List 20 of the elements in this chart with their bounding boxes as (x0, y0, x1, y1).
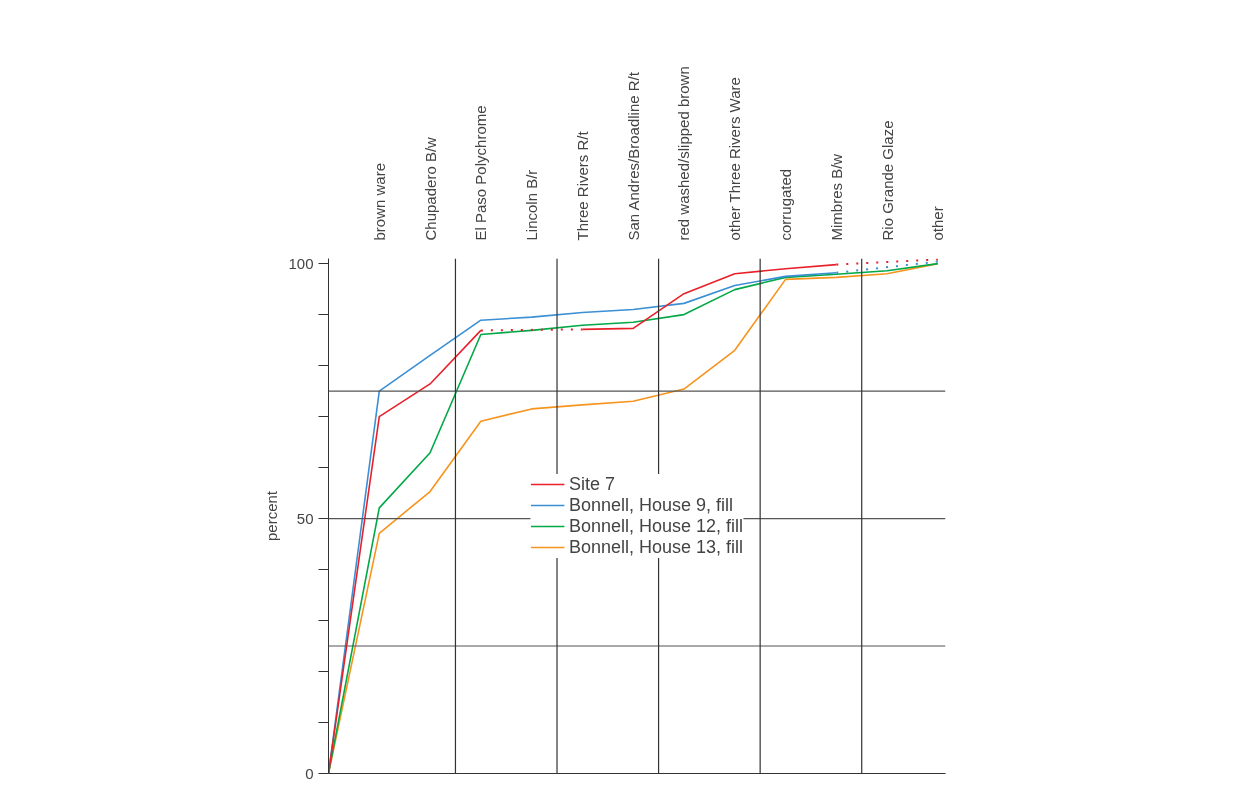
y-tick-label: 100 (288, 254, 314, 272)
x-tick-label: Three Rivers R/t (573, 130, 591, 241)
x-tick-label: Mimbres B/w (827, 153, 845, 241)
y-tick-label: 0 (305, 764, 314, 782)
y-tick-label: 50 (296, 509, 314, 527)
x-tick-label: brown ware (370, 162, 388, 241)
x-tick-label: El Paso Polychrome (472, 105, 490, 241)
legend-label: Bonnell, House 9, fill (568, 494, 734, 516)
x-tick-label: San Andres/Broadline R/t (624, 71, 642, 241)
x-tick-label: Lincoln B/r (523, 169, 541, 241)
legend-label: Site 7 (568, 473, 615, 495)
x-tick-label: corrugated (777, 168, 795, 241)
x-tick-label: Rio Grande Glaze (878, 120, 896, 241)
legend-label: Bonnell, House 12, fill (568, 515, 744, 537)
x-tick-label: red washed/slipped brown (675, 66, 693, 241)
x-tick-label: Chupadero B/w (421, 136, 439, 241)
legend-label: Bonnell, House 13, fill (568, 536, 744, 558)
y-axis-title: percent (263, 490, 281, 542)
x-tick-label: other Three Rivers Ware (726, 77, 744, 241)
x-tick-label: other (929, 206, 947, 241)
